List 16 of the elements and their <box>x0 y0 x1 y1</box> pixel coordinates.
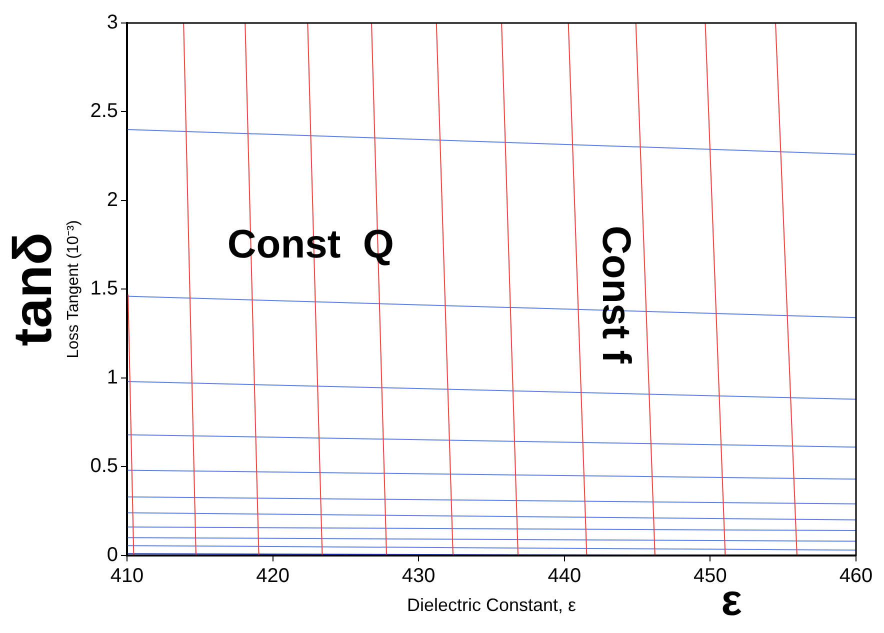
y-tick-label: 2.5 <box>90 100 118 122</box>
x-tick-label: 410 <box>110 564 144 587</box>
y-tick-label: 0 <box>106 544 118 566</box>
x-tick-label: 420 <box>256 564 290 587</box>
y-tick-label: 1 <box>106 366 118 388</box>
x-tick-label: 440 <box>548 564 582 587</box>
x-axis-title: Dielectric Constant, ε <box>406 595 576 616</box>
y-tick-label: 0.5 <box>90 455 118 478</box>
annotation: Const f <box>594 226 638 364</box>
text: tanδ <box>2 232 63 346</box>
x-tick-label: 460 <box>839 564 873 587</box>
y-tick-label: 3 <box>106 12 118 34</box>
y-tick-label: 1.5 <box>90 278 118 300</box>
y-tick-label: 2 <box>106 188 118 211</box>
x-tick-label: 430 <box>402 564 436 587</box>
y-axis-title: Loss Tangent (10⁻³) <box>65 220 82 358</box>
